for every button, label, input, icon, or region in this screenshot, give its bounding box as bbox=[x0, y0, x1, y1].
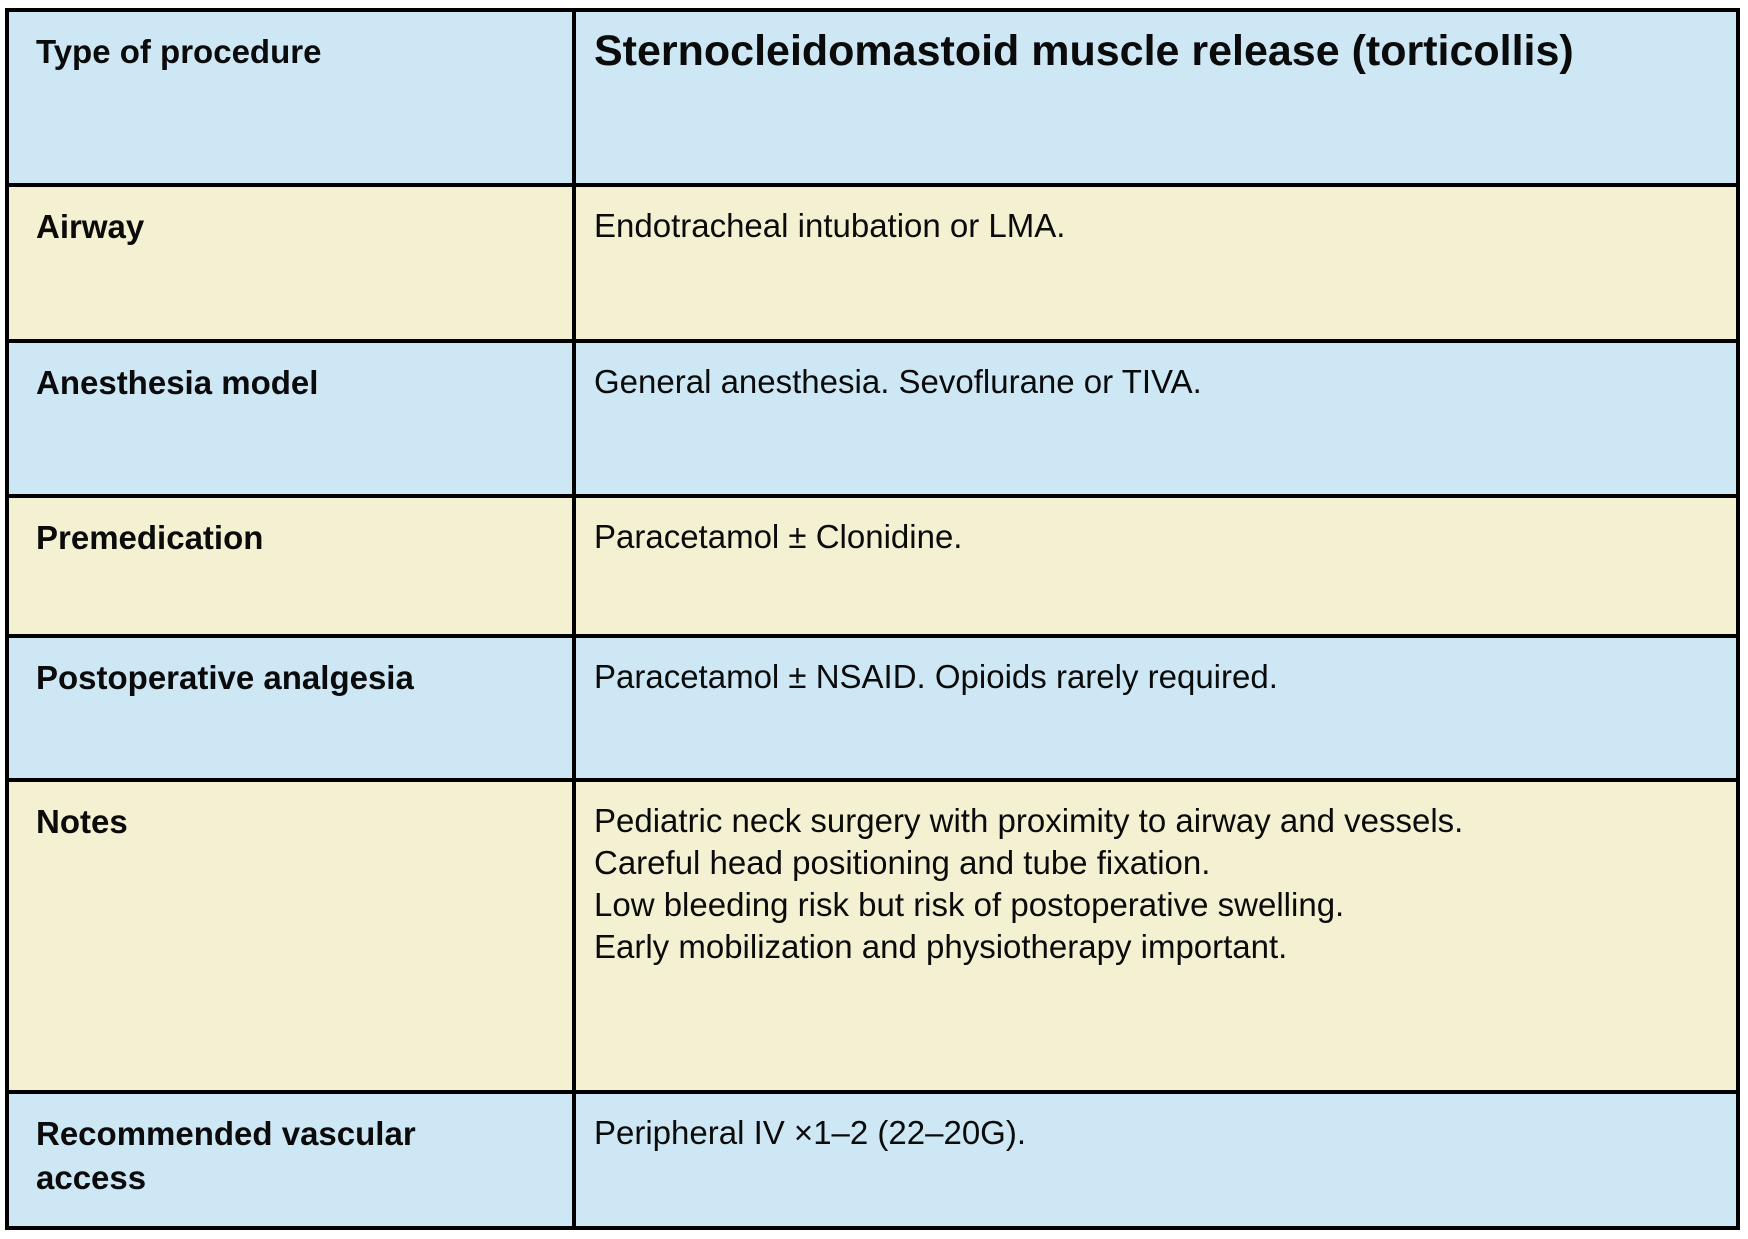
row-postoperative-analgesia-value: Paracetamol ± NSAID. Opioids rarely requ… bbox=[576, 638, 1736, 778]
row-anesthesia-model-value: General anesthesia. Sevoflurane or TIVA. bbox=[576, 343, 1736, 494]
row-airway-label: Airway bbox=[9, 187, 572, 339]
row-type-of-procedure-value: Sternocleidomastoid muscle release (tort… bbox=[576, 12, 1736, 183]
row-airway-value: Endotracheal intubation or LMA. bbox=[576, 187, 1736, 339]
row-vascular-access-label: Recommended vascular access bbox=[9, 1094, 572, 1226]
row-type-of-procedure-label: Type of procedure bbox=[9, 12, 572, 183]
row-vascular-access-value: Peripheral IV ×1–2 (22–20G). bbox=[576, 1094, 1736, 1226]
procedure-info-table: Type of procedure Sternocleidomastoid mu… bbox=[5, 8, 1740, 1230]
row-notes-label: Notes bbox=[9, 782, 572, 1090]
row-anesthesia-model-label: Anesthesia model bbox=[9, 343, 572, 494]
row-premedication-value: Paracetamol ± Clonidine. bbox=[576, 498, 1736, 634]
row-premedication-label: Premedication bbox=[9, 498, 572, 634]
row-postoperative-analgesia-label: Postoperative analgesia bbox=[9, 638, 572, 778]
row-notes-value: Pediatric neck surgery with proximity to… bbox=[576, 782, 1736, 1090]
